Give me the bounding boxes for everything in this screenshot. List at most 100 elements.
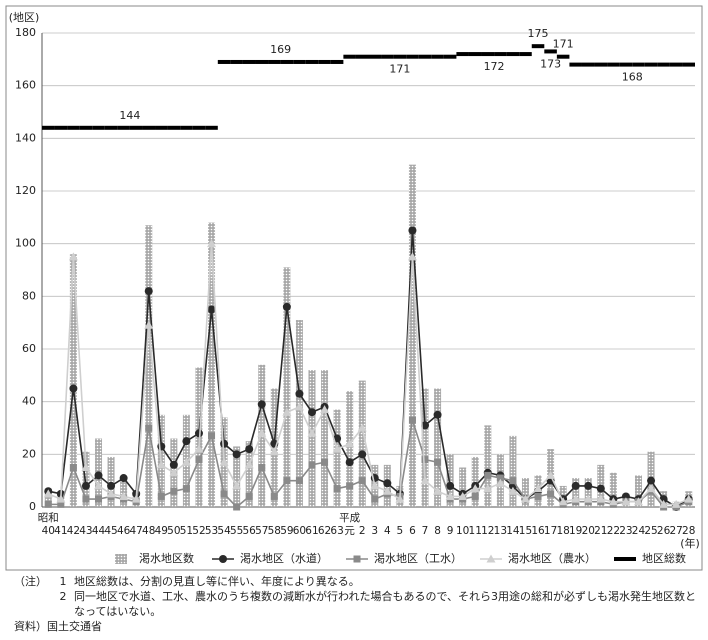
x-tick-label: 16 — [531, 525, 545, 537]
marker — [245, 492, 253, 500]
bar — [634, 475, 642, 507]
x-tick-label: 28 — [682, 525, 695, 537]
marker — [434, 458, 442, 466]
bar — [69, 254, 77, 507]
marker — [219, 555, 227, 563]
total-label: 172 — [484, 60, 505, 73]
legend-label: 渇水地区（農水） — [508, 551, 596, 565]
frame — [5, 5, 703, 571]
marker — [257, 428, 267, 437]
marker — [294, 402, 304, 411]
bar — [408, 164, 416, 507]
bar — [609, 472, 617, 507]
note-row: 2 同一地区で水道、工水、農水のうち複数の減断水が行われた場合もあるので、それら3… — [14, 589, 699, 619]
marker — [508, 486, 518, 495]
x-tick-label: 46 — [117, 525, 131, 537]
marker — [69, 384, 78, 393]
marker — [156, 460, 166, 469]
notes: （注） 1 地区総数は、分割の見直し等に伴い、年度により異なる。 2 同一地区で水道、工… — [14, 574, 699, 634]
marker — [308, 461, 316, 469]
marker — [57, 500, 65, 508]
bar — [421, 388, 429, 507]
x-tick-label: 9 — [447, 525, 454, 537]
x-tick-label: 57 — [255, 525, 268, 537]
marker — [584, 481, 593, 490]
x-tick-label: 63 — [330, 525, 343, 537]
marker — [307, 428, 317, 437]
bar — [82, 451, 90, 507]
x-tick-label: 14 — [506, 525, 520, 537]
marker — [647, 476, 656, 485]
x-tick-label: 11 — [469, 525, 482, 537]
note-lead: （注） — [14, 575, 47, 588]
legend-label: 地区総数 — [642, 551, 686, 565]
marker — [43, 489, 53, 498]
legend-swatch — [115, 554, 127, 564]
bar — [446, 454, 454, 507]
marker — [533, 484, 543, 493]
bar — [521, 478, 529, 507]
x-tick-label: 8 — [434, 525, 441, 537]
legend-label: 渇水地区（水道） — [240, 551, 328, 565]
legend-item: 地区総数 — [614, 551, 686, 565]
marker — [94, 481, 104, 490]
marker — [144, 287, 153, 296]
marker — [596, 494, 606, 503]
x-tick-label: 52 — [192, 525, 205, 537]
x-tick-label: 18 — [556, 525, 569, 537]
marker — [571, 494, 581, 503]
x-tick-label: 20 — [582, 525, 595, 537]
source-row: 資料） 国土交通省 — [14, 619, 699, 634]
legend-label: 渇水地区数 — [139, 552, 194, 565]
marker — [232, 481, 242, 490]
x-tick-label: 2 — [359, 525, 366, 537]
marker — [169, 460, 178, 469]
x-tick-label: 45 — [104, 525, 117, 537]
x-tick-label: 61 — [305, 525, 318, 537]
x-tick-label: 5 — [397, 525, 404, 537]
note-lead — [14, 589, 52, 619]
bar — [208, 222, 216, 507]
x-tick-label: 40 — [42, 525, 55, 537]
x-tick-label: 41 — [54, 525, 67, 537]
marker — [157, 492, 165, 500]
marker — [471, 492, 479, 500]
marker — [195, 456, 203, 464]
marker — [94, 471, 103, 480]
marker — [547, 490, 555, 498]
bar — [572, 478, 580, 507]
marker — [245, 445, 254, 454]
marker — [220, 439, 229, 448]
marker — [182, 485, 190, 493]
marker — [371, 495, 379, 503]
marker — [282, 407, 292, 416]
marker — [446, 481, 455, 490]
x-tick-label: 55 — [230, 525, 243, 537]
marker — [194, 429, 203, 438]
marker — [395, 494, 405, 503]
marker — [370, 481, 380, 490]
bar — [245, 441, 253, 507]
marker — [520, 494, 530, 503]
marker — [433, 486, 443, 495]
marker — [208, 432, 216, 440]
marker — [182, 437, 191, 446]
marker — [495, 478, 505, 487]
marker — [81, 463, 91, 471]
series-line — [48, 230, 690, 508]
y-tick-label: 160 — [15, 79, 36, 92]
x-tick-label: 49 — [155, 525, 168, 537]
marker — [534, 492, 542, 500]
marker — [420, 476, 430, 485]
marker — [106, 489, 116, 498]
marker — [107, 481, 116, 490]
y-tick-label: 180 — [15, 26, 36, 39]
marker — [333, 485, 341, 493]
marker — [257, 400, 266, 409]
marker — [383, 479, 392, 488]
y-tick-label: 120 — [15, 184, 36, 197]
marker — [232, 450, 241, 459]
bar — [584, 478, 592, 507]
